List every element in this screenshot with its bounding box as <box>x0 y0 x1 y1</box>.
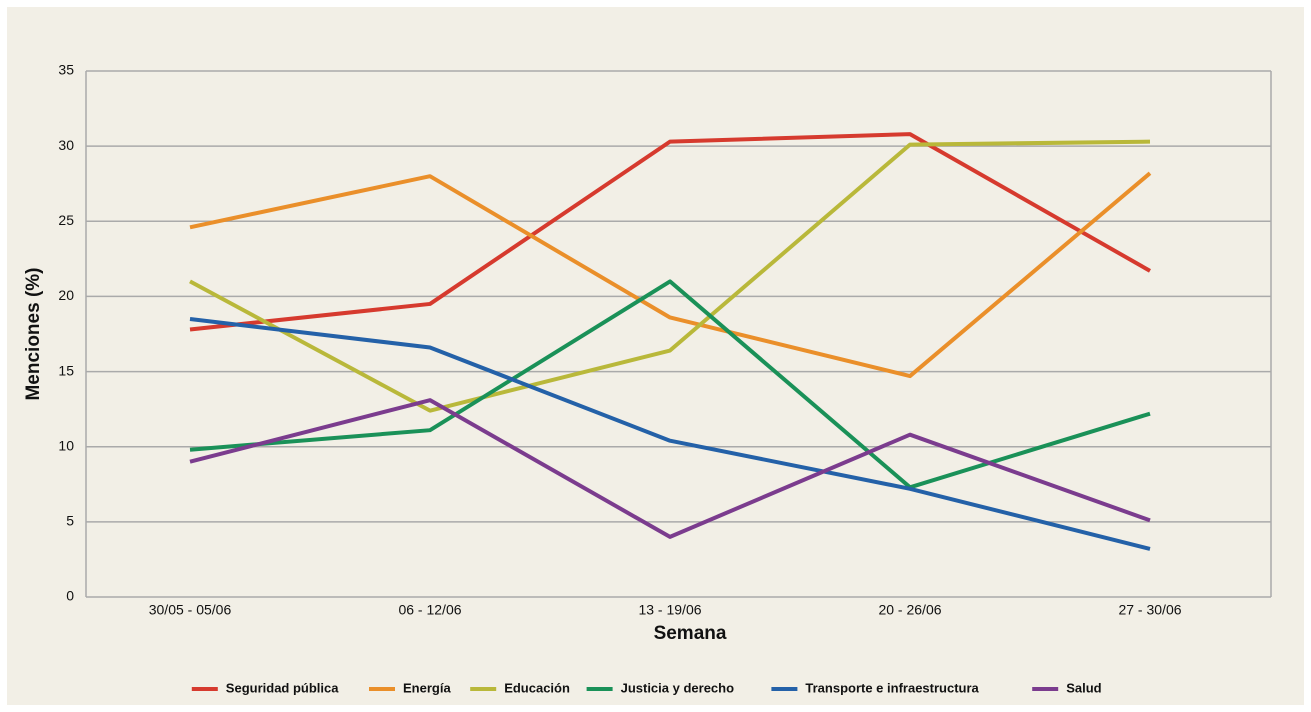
y-tick-label: 5 <box>66 513 74 529</box>
y-axis-label: Menciones (%) <box>23 267 44 400</box>
y-tick-label: 15 <box>58 362 74 378</box>
x-tick-label: 20 - 26/06 <box>878 602 941 618</box>
y-tick-label: 10 <box>58 437 74 453</box>
y-tick-label: 30 <box>58 137 74 153</box>
y-tick-label: 25 <box>58 212 74 228</box>
series-line <box>189 398 1151 539</box>
legend-label: Educación <box>504 680 570 695</box>
x-tick-label: 06 - 12/06 <box>398 602 461 618</box>
series-line <box>189 139 1151 413</box>
x-axis-label: Semana <box>654 623 727 644</box>
legend-label: Seguridad pública <box>226 680 339 695</box>
x-tick-label: 27 - 30/06 <box>1118 602 1181 618</box>
legend-label: Justicia y derecho <box>621 680 734 695</box>
x-tick-label: 13 - 19/06 <box>638 602 701 618</box>
series-line <box>189 132 1151 332</box>
x-tick-label: 30/05 - 05/06 <box>149 602 232 618</box>
y-tick-label: 35 <box>58 62 74 78</box>
legend-label: Transporte e infraestructura <box>805 680 979 695</box>
series-line <box>189 316 1151 551</box>
legend-label: Salud <box>1066 680 1101 695</box>
legend-label: Energía <box>403 680 451 695</box>
y-tick-label: 0 <box>66 588 74 604</box>
series-line <box>189 171 1152 379</box>
y-tick-label: 20 <box>58 287 74 303</box>
